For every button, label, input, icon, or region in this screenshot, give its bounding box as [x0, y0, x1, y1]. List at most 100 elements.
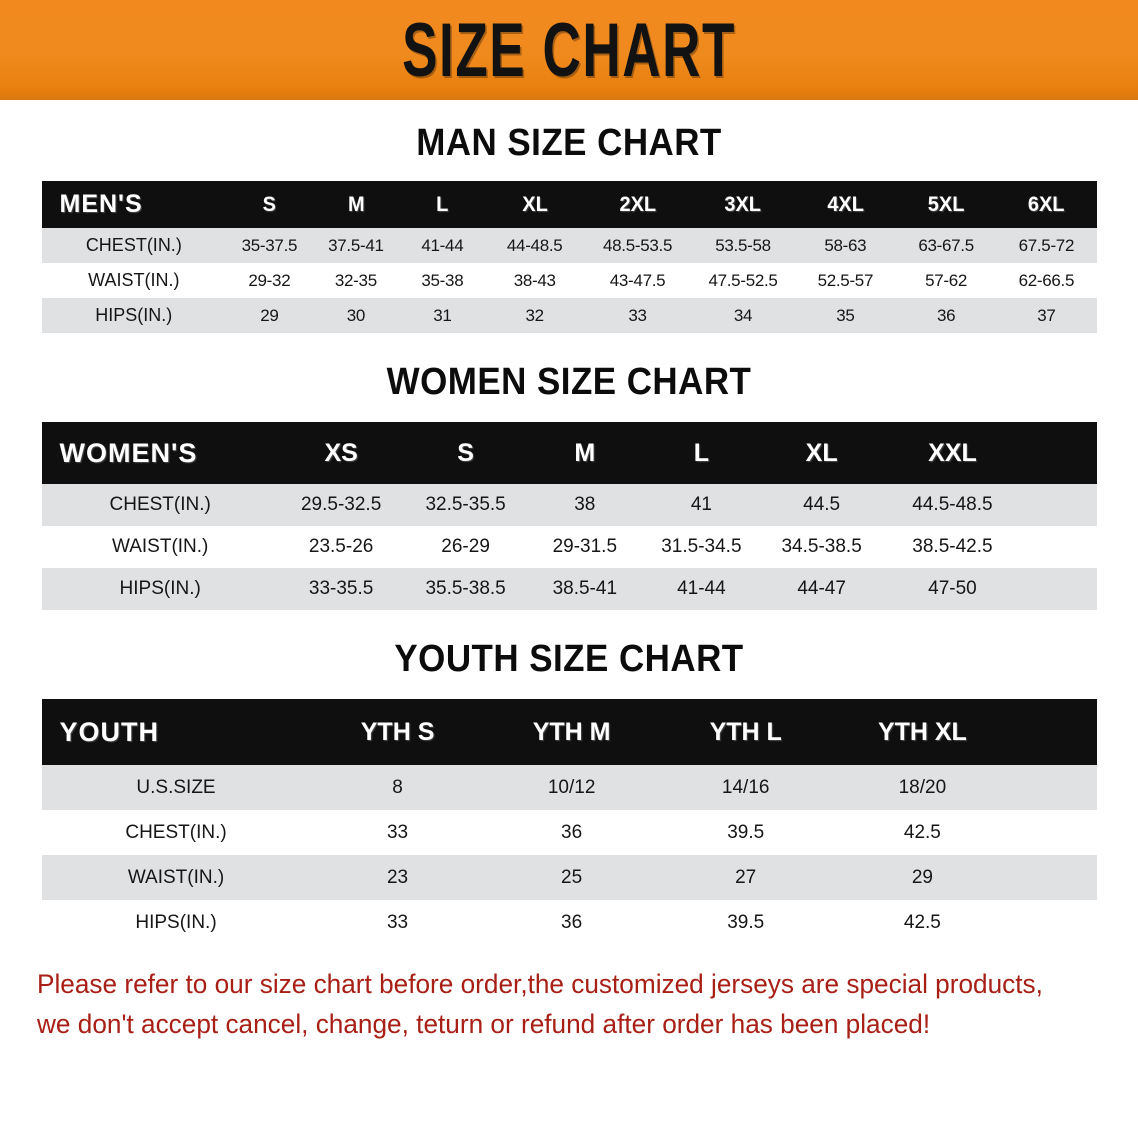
youth-cell-1-1: 36: [561, 821, 583, 843]
man-cell-2-2: 31: [433, 305, 452, 325]
man-cell-2-5: 34: [733, 305, 753, 325]
youth-row-label-0: U.S.SIZE: [136, 776, 216, 798]
man-cell-2-4: 33: [628, 305, 647, 325]
women-cell-1-3: 31.5-34.5: [661, 536, 742, 557]
women-cell-0-3: 41: [690, 494, 712, 515]
women-cell-2-2: 38.5-41: [552, 578, 618, 599]
women-row-label-1: WAIST(IN.): [111, 536, 209, 557]
man-cell-2-3: 32: [525, 305, 545, 325]
youth-col-header-3: YTH XL: [877, 717, 967, 746]
women-cell-0-6: [1023, 484, 1097, 526]
table-row: HIPS(IN.) 33-35.5 35.5-38.5 38.5-41 41-4…: [41, 568, 1097, 610]
women-table-body: CHEST(IN.) 29.5-32.5 32.5-35.5 38 41 44.…: [41, 484, 1097, 610]
youth-section-title: YOUTH SIZE CHART: [394, 638, 744, 680]
man-cell-0-4: 48.5-53.5: [602, 235, 673, 255]
youth-cell-2-4: [1012, 855, 1096, 900]
youth-cell-0-1: 10/12: [547, 776, 596, 798]
youth-table-header: YOUTH YTH S YTH M YTH L YTH XL: [41, 699, 1097, 765]
women-size-chart-wrapper: WOMEN'S XS S M L XL XXL CHEST(IN.) 29.5-…: [41, 422, 1097, 610]
youth-row-label-2: WAIST(IN.): [127, 866, 225, 888]
youth-corner-label: YOUTH: [59, 716, 159, 747]
table-row: WAIST(IN.) 23 25 27 29: [41, 855, 1097, 900]
women-col-header-0: XS: [324, 438, 358, 467]
table-row: WAIST(IN.) 23.5-26 26-29 29-31.5 31.5-34…: [41, 526, 1097, 568]
man-cell-1-5: 47.5-52.5: [708, 270, 778, 290]
table-row: HIPS(IN.) 29 30 31 32 33 34 35 36 37: [41, 298, 1097, 333]
youth-cell-0-3: 18/20: [898, 776, 947, 798]
man-table-header: MEN'S S M L XL 2XL 3XL 4XL 5XL 6XL: [41, 181, 1097, 228]
women-cell-0-5: 44.5-48.5: [912, 494, 993, 515]
man-col-header-3: XL: [521, 192, 548, 216]
women-cell-0-2: 38: [574, 494, 596, 515]
man-col-header-0: S: [262, 192, 277, 216]
table-row: HIPS(IN.) 33 36 39.5 42.5: [41, 900, 1097, 945]
women-col-header-5: XXL: [928, 438, 977, 467]
youth-cell-0-0: 8: [392, 776, 403, 798]
youth-col-header-1: YTH M: [532, 717, 611, 746]
youth-cell-2-2: 27: [735, 866, 757, 888]
man-cell-2-8: 37: [1037, 305, 1056, 325]
youth-col-header-0: YTH S: [360, 717, 435, 746]
youth-cell-0-4: [1012, 765, 1096, 810]
women-cell-0-1: 32.5-35.5: [425, 494, 506, 515]
youth-cell-3-1: 36: [561, 911, 583, 933]
women-cell-2-1: 35.5-38.5: [425, 578, 506, 599]
youth-cell-2-0: 23: [386, 866, 409, 888]
youth-cell-3-4: [1012, 900, 1096, 945]
man-cell-2-7: 36: [936, 305, 956, 325]
youth-cell-3-0: 33: [386, 911, 409, 933]
women-cell-1-6: [1023, 526, 1097, 568]
man-cell-1-2: 35-38: [421, 270, 464, 290]
man-cell-0-8: 67.5-72: [1018, 235, 1075, 255]
women-cell-2-5: 47-50: [928, 578, 977, 599]
man-size-chart-wrapper: MEN'S S M L XL 2XL 3XL 4XL 5XL 6XL CHEST…: [41, 181, 1097, 333]
man-cell-1-4: 43-47.5: [609, 270, 666, 290]
man-cell-0-1: 37.5-41: [328, 235, 384, 255]
man-cell-1-0: 29-32: [248, 270, 291, 290]
man-cell-0-7: 63-67.5: [918, 235, 974, 255]
women-col-header-3: L: [693, 438, 710, 467]
page-title: SIZE CHART: [402, 7, 736, 93]
women-table-header: WOMEN'S XS S M L XL XXL: [41, 422, 1097, 484]
youth-col-header-2: YTH L: [709, 717, 782, 746]
man-cell-0-6: 58-63: [824, 235, 867, 255]
women-cell-2-3: 41-44: [677, 578, 726, 599]
youth-cell-1-2: 39.5: [727, 821, 765, 843]
notice-line-2: we don't accept cancel, change, teturn o…: [36, 1008, 930, 1039]
youth-table-body: U.S.SIZE 8 10/12 14/16 18/20 CHEST(IN.) …: [41, 765, 1097, 945]
man-cell-0-5: 53.5-58: [715, 235, 771, 255]
youth-cell-1-0: 33: [386, 821, 409, 843]
man-col-header-6: 4XL: [827, 192, 864, 216]
man-section-title: MAN SIZE CHART: [416, 122, 722, 164]
table-row: CHEST(IN.) 33 36 39.5 42.5: [41, 810, 1097, 855]
women-size-table: WOMEN'S XS S M L XL XXL CHEST(IN.) 29.5-…: [41, 422, 1097, 610]
youth-cell-1-3: 42.5: [903, 821, 941, 843]
man-corner-label: MEN'S: [59, 190, 143, 218]
youth-cell-2-3: 29: [911, 866, 933, 888]
women-col-header-2: M: [574, 438, 596, 467]
youth-cell-2-1: 25: [561, 866, 583, 888]
women-col-header-4: XL: [805, 438, 838, 467]
man-col-header-2: L: [436, 192, 449, 216]
order-policy-notice: Please refer to our size chart before or…: [37, 965, 1070, 1045]
man-cell-1-7: 57-62: [925, 270, 968, 290]
youth-cell-3-2: 39.5: [727, 911, 765, 933]
table-header-row: YOUTH YTH S YTH M YTH L YTH XL: [41, 699, 1097, 765]
man-col-header-5: 3XL: [724, 192, 762, 216]
man-cell-2-6: 35: [836, 305, 855, 325]
youth-col-header-4: [1012, 699, 1096, 765]
man-cell-0-2: 41-44: [421, 235, 464, 255]
women-col-header-1: S: [457, 438, 474, 467]
youth-row-label-1: CHEST(IN.): [125, 821, 227, 843]
table-row: U.S.SIZE 8 10/12 14/16 18/20: [41, 765, 1097, 810]
women-cell-0-4: 44.5: [803, 494, 841, 515]
women-cell-1-2: 29-31.5: [552, 536, 618, 557]
man-row-label-1: WAIST(IN.): [88, 270, 180, 290]
man-cell-0-3: 44-48.5: [506, 235, 563, 255]
man-cell-2-1: 30: [346, 305, 366, 325]
women-cell-1-1: 26-29: [441, 536, 490, 557]
man-col-header-7: 5XL: [927, 192, 965, 216]
youth-size-chart-wrapper: YOUTH YTH S YTH M YTH L YTH XL U.S.SIZE …: [41, 699, 1097, 945]
man-row-label-0: CHEST(IN.): [85, 235, 182, 255]
man-cell-2-0: 29: [260, 305, 279, 325]
